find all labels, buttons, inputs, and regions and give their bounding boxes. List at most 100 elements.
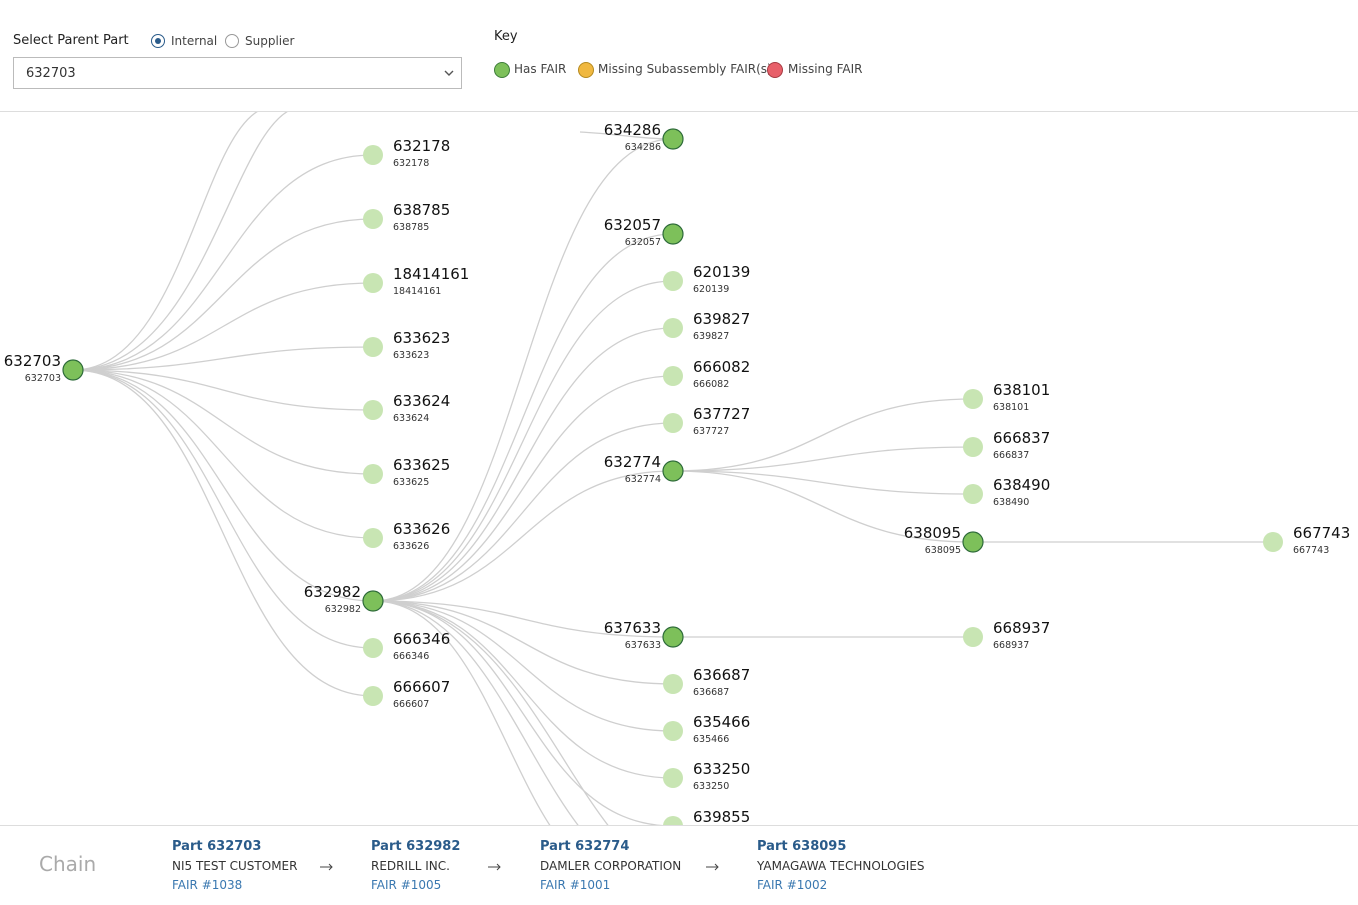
tree-node[interactable]: 632057 632057: [604, 216, 684, 248]
step-company: DAMLER CORPORATION: [540, 859, 682, 873]
step-fair: FAIR #1005: [371, 878, 442, 892]
tree-link: [72, 369, 374, 411]
tree-node[interactable]: 635466 635466: [663, 713, 750, 745]
chain-step[interactable]: Part 632703 NI5 TEST CUSTOMER FAIR #1038: [172, 839, 297, 892]
node-circle: [363, 145, 383, 165]
tree-node[interactable]: 667743 667743: [1263, 524, 1350, 556]
tree-node[interactable]: 638095 638095: [904, 524, 984, 556]
node-circle: [663, 768, 683, 788]
tree-node[interactable]: 638490 638490: [963, 476, 1050, 508]
tree-link: [372, 600, 674, 638]
tree-node[interactable]: 637633 637633: [604, 619, 684, 651]
tree-link: [372, 600, 674, 685]
node-circle: [362, 590, 384, 612]
node-title: 634286: [604, 121, 661, 139]
node-circle: [663, 271, 683, 291]
node-circle: [363, 638, 383, 658]
node-subtitle: 635466: [693, 734, 729, 745]
tree-node[interactable]: 638785 638785: [363, 201, 450, 233]
tree-link: [372, 422, 674, 602]
node-subtitle: 633625: [393, 477, 429, 488]
dropdown-caret: [444, 70, 454, 76]
node-circle: [663, 413, 683, 433]
tree-node[interactable]: 666082 666082: [663, 358, 750, 390]
node-circle: [363, 400, 383, 420]
tree-node[interactable]: 636687 636687: [663, 666, 750, 698]
chain-step[interactable]: Part 632774 DAMLER CORPORATION FAIR #100…: [540, 839, 681, 892]
radio-button[interactable]: [151, 34, 165, 48]
node-title: 638095: [904, 524, 961, 542]
node-subtitle: 666607: [393, 699, 429, 710]
radio-button[interactable]: [225, 34, 239, 48]
tree-link: [72, 154, 374, 371]
key-label: Missing FAIR: [788, 62, 863, 76]
key-title: Key: [494, 29, 518, 44]
step-company: NI5 TEST CUSTOMER: [172, 859, 298, 873]
tree-node[interactable]: 632178 632178: [363, 137, 450, 169]
node-subtitle: 638785: [393, 222, 429, 233]
tree-node[interactable]: 639827 639827: [663, 310, 750, 342]
tree-node[interactable]: 633626 633626: [363, 520, 450, 552]
part-select[interactable]: 632703: [13, 57, 462, 89]
tree-node[interactable]: 666837 666837: [963, 429, 1050, 461]
radio-internal[interactable]: Internal: [151, 34, 217, 48]
node-title: 667743: [1293, 524, 1350, 542]
tree-node[interactable]: 668937 668937: [963, 619, 1050, 651]
node-subtitle: 18414161: [393, 286, 441, 297]
tree-node[interactable]: 638101 638101: [963, 381, 1050, 413]
node-subtitle: 639827: [693, 331, 729, 342]
node-subtitle: 633623: [393, 350, 429, 361]
key-label: Missing Subassembly FAIR(s): [598, 62, 772, 76]
radio-supplier[interactable]: Supplier: [225, 34, 294, 48]
node-subtitle: 632774: [625, 474, 661, 485]
node-subtitle: 638490: [993, 497, 1029, 508]
node-title: 637727: [693, 405, 750, 423]
tree-node[interactable]: 633624 633624: [363, 392, 450, 424]
node-circle: [363, 686, 383, 706]
step-fair: FAIR #1002: [757, 878, 828, 892]
tree-link: [372, 280, 674, 602]
tree-link: [372, 327, 674, 602]
header: Select Parent Part Internal Supplier 632…: [0, 0, 1358, 112]
tree-node[interactable]: 620139 620139: [663, 263, 750, 295]
node-title: 620139: [693, 263, 750, 281]
tree-node[interactable]: 634286 634286: [604, 121, 684, 153]
tree-link: [72, 369, 374, 539]
node-title: 632057: [604, 216, 661, 234]
tree-link: [672, 470, 974, 495]
tree-node[interactable]: 633623 633623: [363, 329, 450, 361]
node-circle: [363, 528, 383, 548]
tree-link: [72, 346, 374, 371]
node-circle: [663, 318, 683, 338]
tree-node[interactable]: 666607 666607: [363, 678, 450, 710]
tree-node[interactable]: 632703 632703: [4, 352, 84, 384]
tree-link: [372, 600, 551, 825]
key-dot: [767, 62, 783, 78]
tree-node[interactable]: 637727 637727: [663, 405, 750, 437]
tree-link: [372, 375, 674, 602]
node-title: 637633: [604, 619, 661, 637]
tree-node[interactable]: 633625 633625: [363, 456, 450, 488]
tree-node[interactable]: 18414161 18414161: [363, 265, 469, 297]
node-subtitle: 633624: [393, 413, 429, 424]
tree-node[interactable]: 632982 632982: [304, 583, 384, 615]
node-subtitle: 633250: [693, 781, 729, 792]
node-title: 668937: [993, 619, 1050, 637]
tree-link: [72, 369, 374, 475]
tree-link: [72, 282, 374, 371]
node-title: 666607: [393, 678, 450, 696]
tree-node[interactable]: 639855639855: [663, 808, 750, 825]
tree-node[interactable]: 633250 633250: [663, 760, 750, 792]
chain-step[interactable]: Part 638095 YAMAGAWA TECHNOLOGIES FAIR #…: [757, 839, 925, 892]
node-title: 636687: [693, 666, 750, 684]
tree-link: [672, 398, 974, 472]
tree-link: [372, 600, 674, 732]
node-subtitle: 667743: [1293, 545, 1329, 556]
chain-step[interactable]: Part 632982 REDRILL INC. FAIR #1005: [371, 839, 460, 892]
tree-node[interactable]: 666346 666346: [363, 630, 450, 662]
tree-node[interactable]: 632774 632774: [604, 453, 684, 485]
node-circle: [962, 531, 984, 553]
tree-link: [72, 369, 374, 602]
node-subtitle: 634286: [625, 142, 661, 153]
radio-label: Internal: [171, 34, 218, 48]
